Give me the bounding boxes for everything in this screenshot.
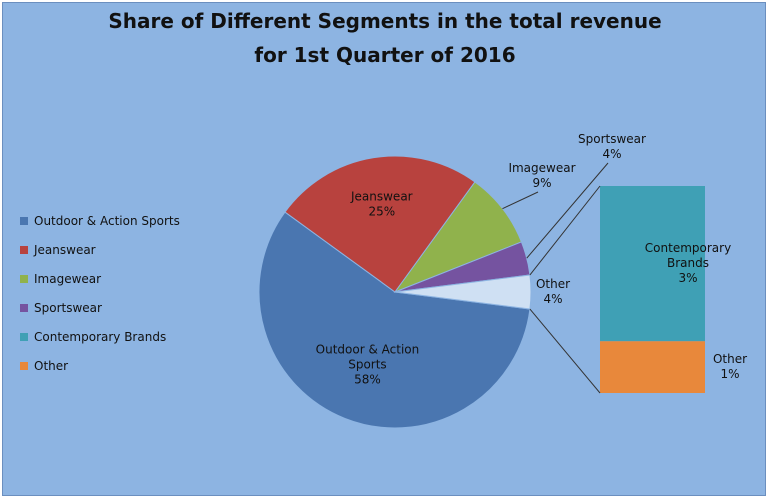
chart-title-line-1: Share of Different Segments in the total…: [108, 9, 662, 33]
chart-title-line-2: for 1st Quarter of 2016: [254, 43, 516, 67]
slice-label: Other 4%: [536, 277, 570, 306]
pie-slice: [258, 211, 531, 429]
legend-label: Outdoor & Action Sports: [34, 213, 180, 228]
legend-swatch: [20, 216, 28, 225]
slice-label: Sportswear 4%: [578, 132, 646, 161]
slice-label: Outdoor & Action Sports 58%: [316, 343, 420, 387]
legend: Outdoor & Action Sports Jeanswear Imagewea…: [20, 206, 180, 380]
slice-label: Imagewear 9%: [508, 161, 575, 190]
connector-line: [529, 308, 601, 394]
legend-swatch: [20, 303, 28, 312]
legend-swatch: [20, 274, 28, 283]
breakdown-label: Other 1%: [713, 352, 747, 381]
legend-item: Contemporary Brands: [20, 322, 180, 351]
breakdown-bar-segment: [600, 186, 705, 342]
legend-item: Outdoor & Action Sports: [20, 206, 180, 235]
legend-label: Imagewear: [34, 271, 102, 286]
legend-swatch: [20, 245, 28, 254]
legend-item: Other: [20, 351, 180, 380]
slice-label: Jeanswear 25%: [350, 190, 413, 219]
legend-label: Other: [34, 358, 69, 373]
pie-slice: [284, 155, 476, 293]
legend-label: Jeanswear: [34, 242, 96, 257]
legend-item: Jeanswear: [20, 235, 180, 264]
legend-item: Sportswear: [20, 293, 180, 322]
legend-item: Imagewear: [20, 264, 180, 293]
legend-swatch: [20, 332, 28, 341]
chart-title: Share of Different Segments in the total…: [0, 4, 770, 72]
breakdown-label: Contemporary Brands 3%: [645, 241, 731, 285]
connector-line: [529, 185, 601, 276]
breakdown-bar-segment: [600, 341, 705, 393]
legend-label: Sportswear: [34, 300, 102, 315]
legend-swatch: [20, 361, 28, 370]
leader-line: [526, 162, 609, 259]
leader-line: [502, 191, 539, 210]
pie-slice: [394, 274, 532, 310]
legend-label: Contemporary Brands: [34, 329, 167, 344]
